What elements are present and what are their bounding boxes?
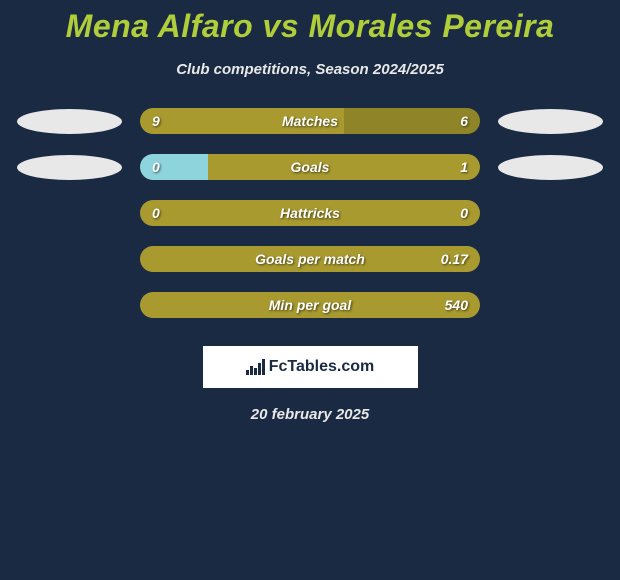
stat-label: Goals	[291, 159, 330, 175]
stat-bar: Min per goal 540	[140, 292, 480, 318]
stat-value-left: 0	[152, 205, 160, 221]
stat-label: Goals per match	[255, 251, 365, 267]
chart-icon	[246, 359, 265, 375]
stat-value-right: 0.17	[441, 251, 468, 267]
player-left-oval	[17, 155, 122, 180]
comparison-card: Mena Alfaro vs Morales Pereira Club comp…	[0, 0, 620, 423]
stat-label: Hattricks	[280, 205, 340, 221]
stat-bar: Hattricks 0 0	[140, 200, 480, 226]
stat-value-right: 540	[445, 297, 468, 313]
stat-row: Matches 9 6	[10, 108, 610, 134]
brand-box[interactable]: FcTables.com	[203, 346, 418, 388]
bar-left-fill	[140, 154, 208, 180]
page-title: Mena Alfaro vs Morales Pereira	[0, 8, 620, 45]
stat-row: Min per goal 540	[10, 292, 610, 318]
bar-right-fill	[208, 154, 480, 180]
stat-label: Matches	[282, 113, 338, 129]
stat-value-left: 9	[152, 113, 160, 129]
stat-value-right: 1	[460, 159, 468, 175]
stat-value-right: 0	[460, 205, 468, 221]
stat-bar: Matches 9 6	[140, 108, 480, 134]
stat-row: Goals per match 0.17	[10, 246, 610, 272]
stat-label: Min per goal	[269, 297, 351, 313]
stat-bar: Goals 0 1	[140, 154, 480, 180]
player-left-oval	[17, 109, 122, 134]
stat-row: Hattricks 0 0	[10, 200, 610, 226]
date-text: 20 february 2025	[0, 406, 620, 423]
stats-rows: Matches 9 6 Goals 0 1 Hattricks 0 0 Goals per mat…	[0, 108, 620, 318]
player-right-oval	[498, 109, 603, 134]
stat-value-right: 6	[460, 113, 468, 129]
brand-inner: FcTables.com	[205, 348, 416, 386]
stat-row: Goals 0 1	[10, 154, 610, 180]
brand-text: FcTables.com	[269, 358, 375, 376]
stat-bar: Goals per match 0.17	[140, 246, 480, 272]
stat-value-left: 0	[152, 159, 160, 175]
player-right-oval	[498, 155, 603, 180]
page-subtitle: Club competitions, Season 2024/2025	[0, 61, 620, 78]
